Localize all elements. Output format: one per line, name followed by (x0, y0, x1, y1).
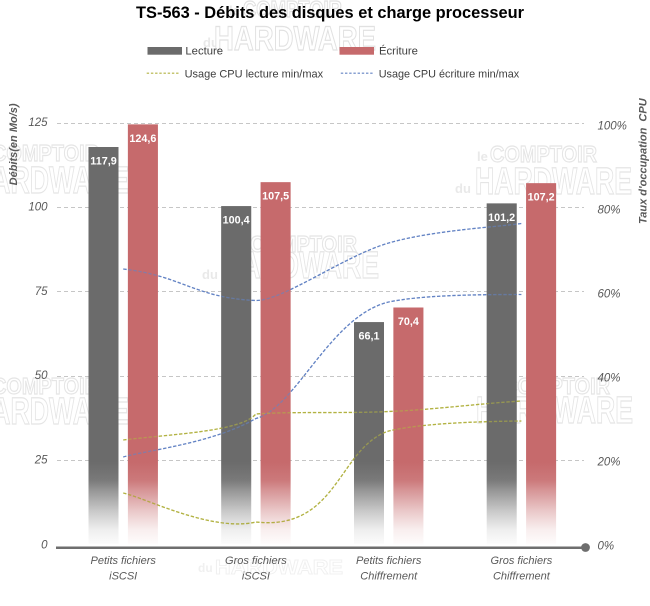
svg-text:25: 25 (34, 455, 48, 467)
svg-text:COMPTOIR: COMPTOIR (0, 373, 99, 399)
svg-text:60%: 60% (598, 288, 621, 300)
svg-text:le: le (477, 149, 488, 164)
svg-text:Taux d'occupation CPU: Taux d'occupation CPU (638, 97, 650, 224)
svg-text:du: du (198, 561, 213, 575)
svg-text:Usage CPU lecture min/max: Usage CPU lecture min/max (185, 69, 324, 81)
svg-text:100%: 100% (598, 121, 627, 133)
svg-text:0: 0 (41, 540, 48, 552)
svg-text:20%: 20% (597, 456, 621, 468)
svg-text:40%: 40% (598, 372, 621, 384)
svg-text:101,2: 101,2 (488, 212, 515, 224)
svg-text:Usage CPU écriture min/max: Usage CPU écriture min/max (379, 69, 520, 81)
svg-text:66,1: 66,1 (358, 331, 379, 343)
svg-text:100,4: 100,4 (223, 215, 250, 227)
svg-text:117,9: 117,9 (90, 156, 116, 168)
svg-text:0%: 0% (598, 540, 615, 552)
svg-text:100: 100 (28, 201, 48, 213)
svg-text:Gros fichiers: Gros fichiers (225, 555, 287, 567)
svg-text:107,2: 107,2 (528, 192, 555, 204)
svg-text:COMPTOIR: COMPTOIR (243, 0, 342, 22)
svg-text:iSCSI: iSCSI (242, 571, 270, 583)
svg-text:du: du (202, 267, 218, 282)
svg-text:70,4: 70,4 (398, 316, 419, 328)
svg-text:HARDWARE: HARDWARE (475, 161, 632, 203)
svg-text:107,5: 107,5 (262, 191, 289, 203)
svg-text:iSCSI: iSCSI (109, 571, 137, 583)
svg-text:Chiffrement: Chiffrement (493, 571, 551, 583)
svg-text:le: le (229, 3, 240, 18)
svg-text:Lecture: Lecture (185, 45, 223, 57)
svg-text:TS-563 - Débits des disques et: TS-563 - Débits des disques et charge pr… (136, 4, 525, 22)
svg-text:Écriture: Écriture (379, 44, 418, 57)
svg-text:Petits fichiers: Petits fichiers (356, 555, 422, 567)
svg-text:du: du (455, 181, 471, 196)
svg-text:124,6: 124,6 (129, 133, 156, 145)
svg-text:COMPTOIR: COMPTOIR (490, 141, 597, 167)
svg-text:HARDWARE: HARDWARE (215, 557, 343, 579)
svg-text:75: 75 (35, 286, 48, 298)
svg-text:COMPTOIR: COMPTOIR (0, 140, 99, 166)
svg-text:Chiffrement: Chiffrement (360, 571, 418, 583)
svg-text:du: du (203, 35, 219, 50)
svg-text:50: 50 (35, 370, 48, 382)
svg-text:Débits(en Mo/s): Débits(en Mo/s) (8, 103, 20, 185)
svg-text:Gros fichiers: Gros fichiers (491, 555, 553, 567)
svg-text:Petits fichiers: Petits fichiers (90, 555, 156, 567)
svg-text:80%: 80% (598, 205, 621, 217)
svg-text:125: 125 (28, 117, 48, 129)
